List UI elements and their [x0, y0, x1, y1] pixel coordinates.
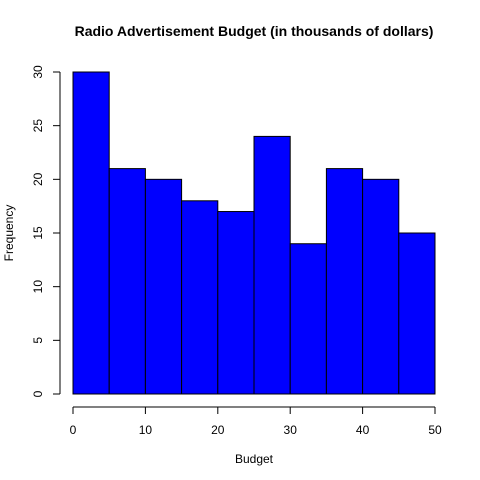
- x-tick-label-1: 10: [139, 423, 153, 437]
- histogram-bar-2: [144, 178, 183, 395]
- y-tick-label-5: 25: [31, 119, 45, 133]
- y-tick-label-0: 0: [31, 390, 45, 397]
- x-tick-label-0: 0: [70, 423, 77, 437]
- histogram-bar-9: [398, 232, 436, 395]
- histogram-bar-0: [72, 71, 110, 395]
- y-axis: 0 5 10 15 20 25 30: [31, 65, 61, 397]
- y-tick-label-1: 5: [31, 337, 45, 344]
- x-tick-label-4: 40: [356, 423, 370, 437]
- histogram-bar-5: [253, 135, 291, 395]
- histogram-bar-8: [362, 178, 400, 395]
- histogram-bar-7: [325, 168, 364, 395]
- histogram-bar-1: [108, 168, 146, 395]
- histogram-bar-4: [217, 211, 255, 395]
- y-tick-label-3: 15: [31, 226, 45, 240]
- x-axis-label: Budget: [235, 452, 274, 466]
- x-axis: 0 10 20 30 40 50: [70, 406, 442, 437]
- x-tick-label-3: 30: [284, 423, 298, 437]
- histogram-bar-3: [181, 200, 219, 395]
- y-tick-label-2: 10: [31, 280, 45, 294]
- x-tick-label-5: 50: [428, 423, 442, 437]
- y-tick-label-4: 20: [31, 172, 45, 186]
- y-axis-label: Frequency: [2, 205, 16, 262]
- histogram-bar-6: [289, 243, 327, 395]
- bars-group: [72, 71, 436, 395]
- chart-title: Radio Advertisement Budget (in thousands…: [75, 23, 434, 39]
- y-tick-label-6: 30: [31, 65, 45, 79]
- x-tick-label-2: 20: [211, 423, 225, 437]
